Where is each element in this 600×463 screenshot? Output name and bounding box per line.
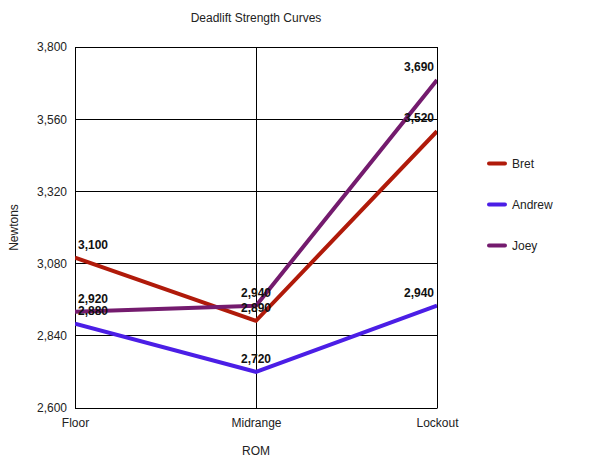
y-tick: 3,320 <box>37 185 75 199</box>
y-axis: 2,600 2,840 3,080 3,320 3,560 3,800 <box>37 40 76 415</box>
data-label: 2,940 <box>241 286 271 300</box>
y-tick: 3,560 <box>37 113 75 127</box>
series-line <box>75 306 437 372</box>
plot-frame <box>437 47 438 408</box>
x-axis-line <box>76 408 438 409</box>
legend-label: Bret <box>512 157 535 171</box>
data-label: 3,100 <box>78 238 108 252</box>
y-tick: 3,080 <box>37 257 75 271</box>
x-tick-label: Lockout <box>416 416 459 430</box>
legend-swatch <box>489 203 505 207</box>
chart: 2,600 2,840 3,080 3,320 3,560 3,800 Floor Midra… <box>0 0 600 463</box>
x-tick-label: Midrange <box>231 416 281 430</box>
legend-swatch <box>489 244 505 248</box>
x-axis: Floor Midrange Lockout <box>62 408 459 430</box>
data-labels: 3,100 2,890 3,520 2,880 2,720 2,940 2,920 2,940… <box>78 60 434 366</box>
y-tick-label: 2,840 <box>37 329 67 343</box>
data-label: 2,720 <box>241 352 271 366</box>
y-axis-line <box>75 48 76 409</box>
data-label: 2,940 <box>404 286 434 300</box>
y-tick-label: 3,560 <box>37 113 67 127</box>
data-label: 3,690 <box>404 60 434 74</box>
x-axis-title: ROM <box>242 444 270 458</box>
legend: Bret Andrew Joey <box>489 157 553 253</box>
data-label: 2,880 <box>78 304 108 318</box>
legend-label: Andrew <box>512 198 553 212</box>
y-tick: 2,840 <box>37 329 75 343</box>
y-tick: 2,600 <box>37 401 75 415</box>
y-tick-label: 3,320 <box>37 185 67 199</box>
series-line <box>75 131 437 321</box>
plot-area <box>75 80 437 372</box>
y-tick-label: 2,600 <box>37 401 67 415</box>
y-tick-label: 3,800 <box>37 40 67 54</box>
series-line <box>75 80 437 312</box>
data-label: 2,890 <box>241 301 271 315</box>
data-label: 2,920 <box>78 292 108 306</box>
y-tick-label: 3,080 <box>37 257 67 271</box>
grid-line-x <box>75 47 76 408</box>
x-tick: Midrange <box>231 408 281 430</box>
x-tick: Floor <box>62 408 89 430</box>
grid-line-x <box>437 47 438 408</box>
grid-line <box>75 47 437 48</box>
y-tick: 3,800 <box>37 40 75 54</box>
chart-title: Deadlift Strength Curves <box>191 11 322 25</box>
data-label: 3,520 <box>404 111 434 125</box>
x-tick-label: Floor <box>62 416 89 430</box>
plot-frame <box>75 47 437 48</box>
x-tick: Lockout <box>416 408 459 430</box>
legend-label: Joey <box>512 239 537 253</box>
y-axis-title: Newtons <box>7 204 21 251</box>
legend-swatch <box>489 162 505 166</box>
grid <box>75 47 437 408</box>
